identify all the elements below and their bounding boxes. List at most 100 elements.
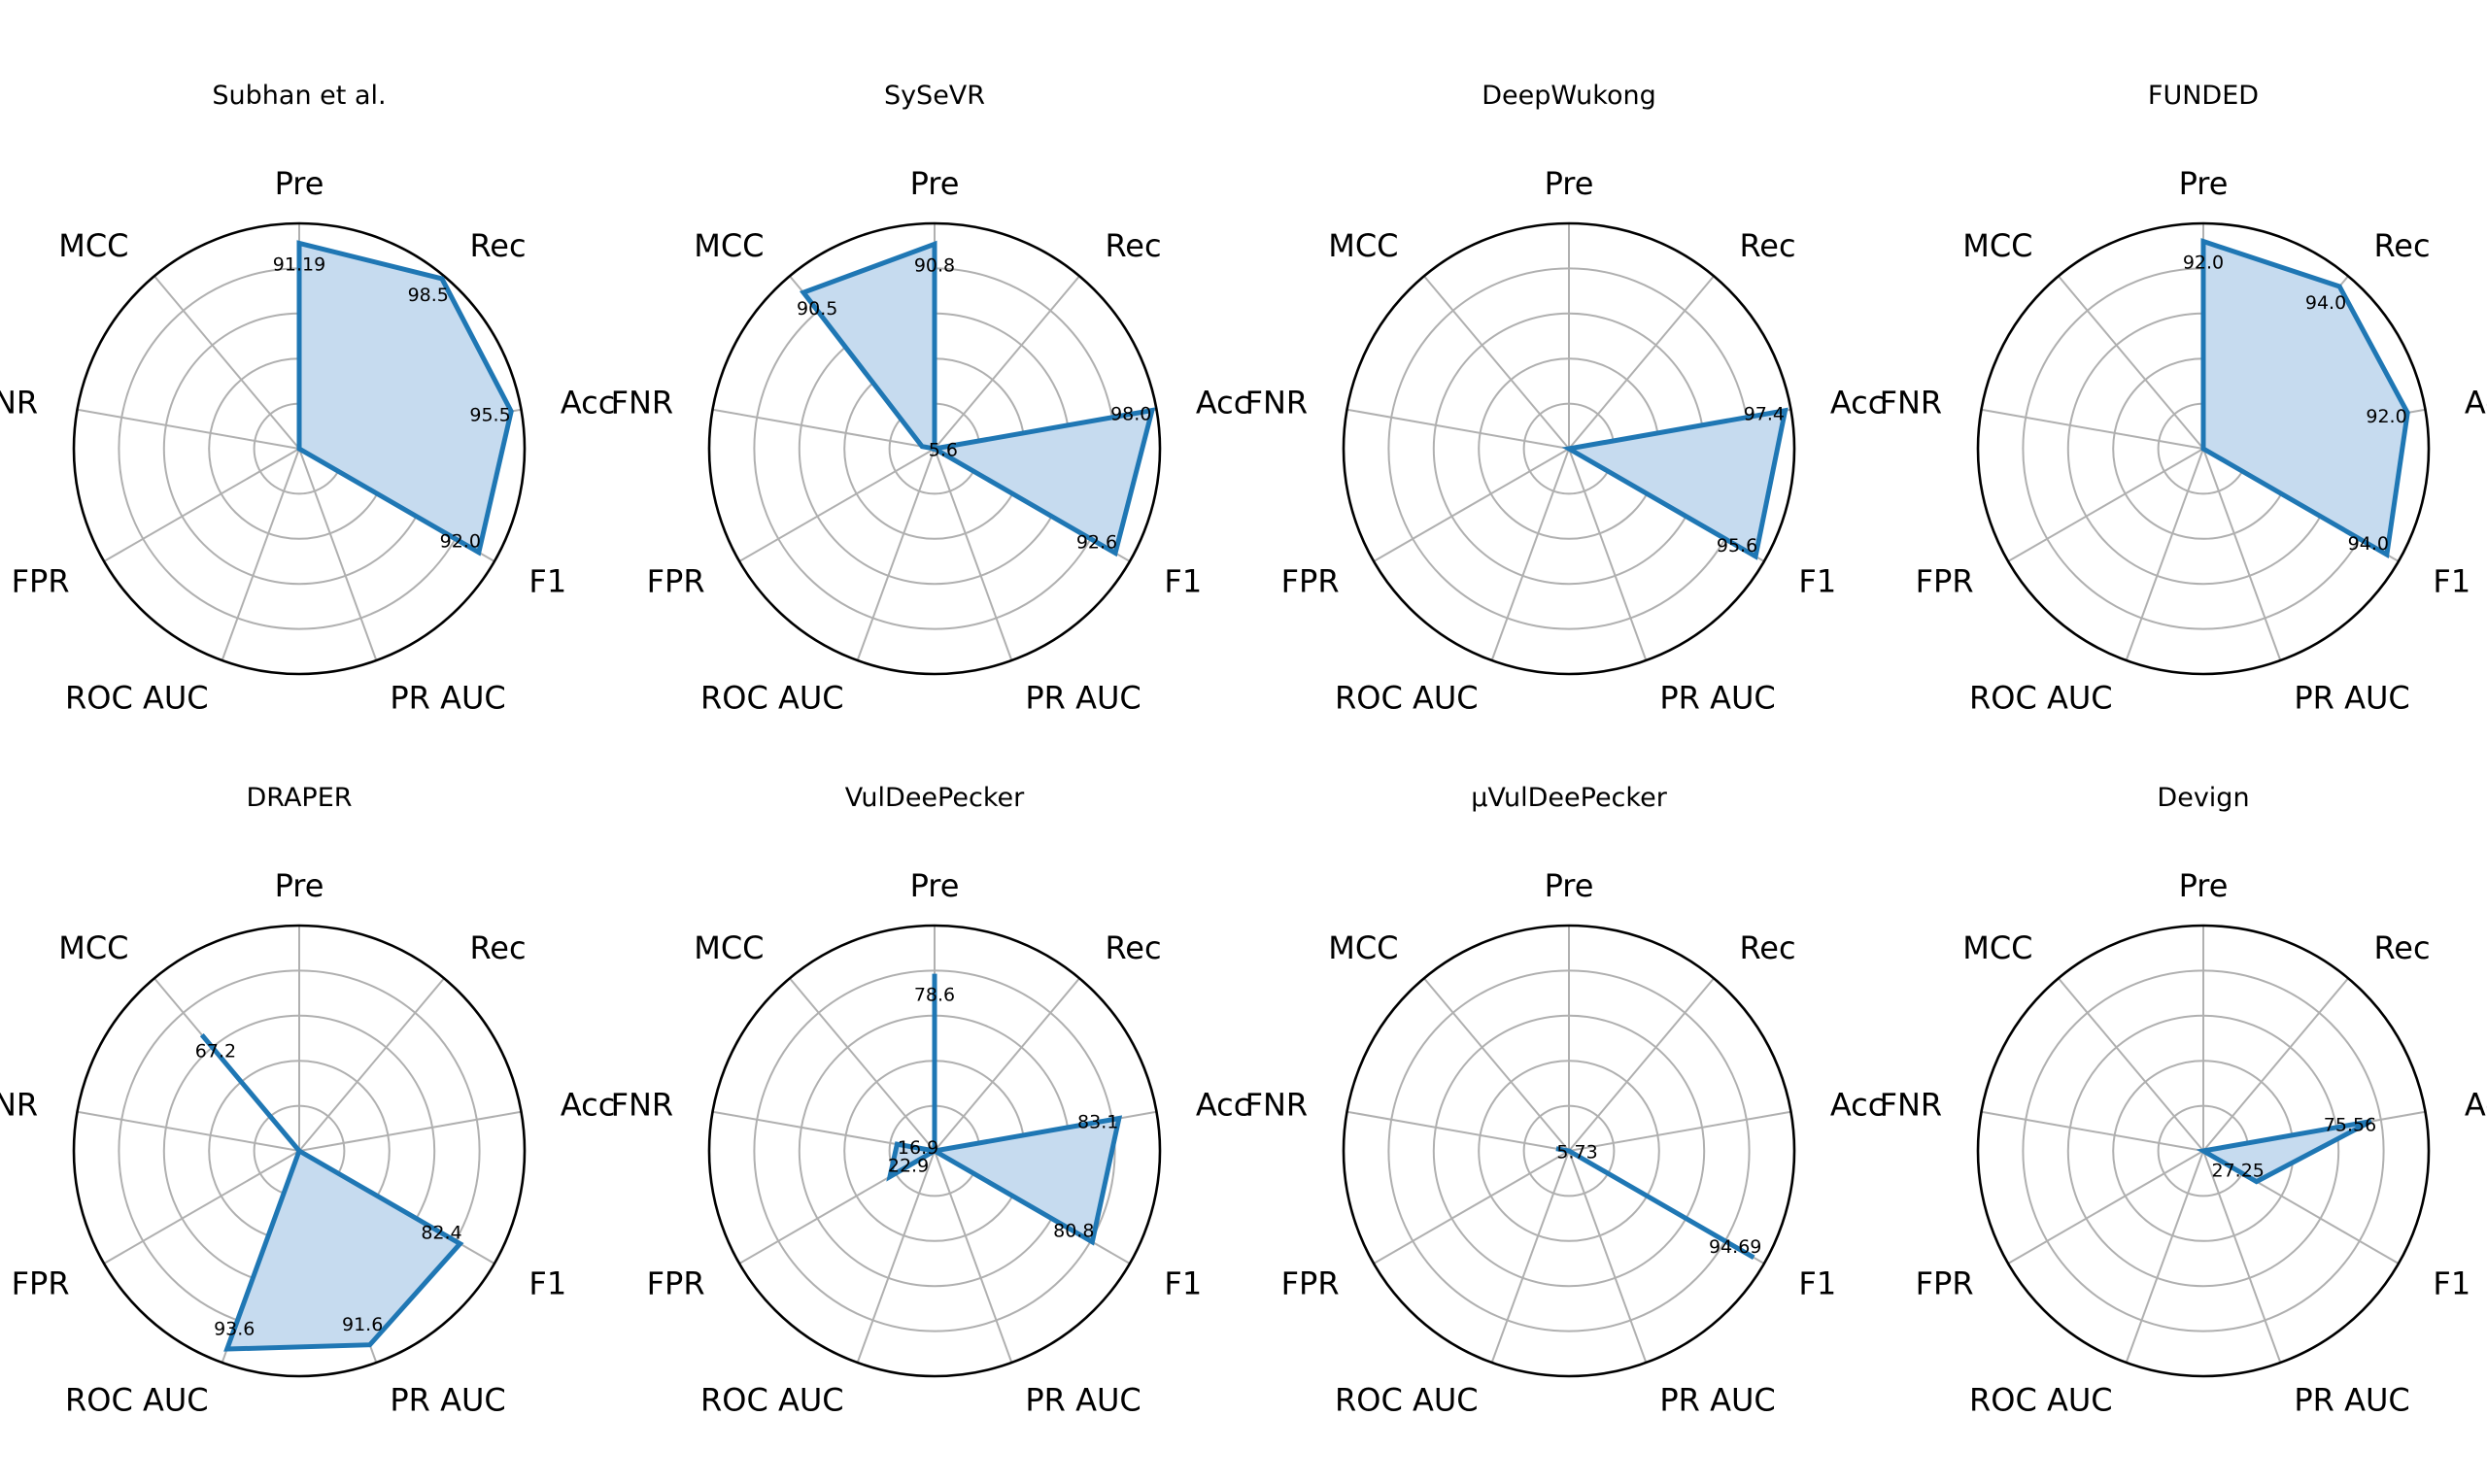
axis-label-acc: Acc xyxy=(1830,385,1886,422)
axis-label-pr-auc: PR AUC xyxy=(1659,1382,1775,1419)
value-label-pr-auc: 91.6 xyxy=(342,1314,383,1335)
axis-label-roc-auc: ROC AUC xyxy=(65,1382,209,1419)
axis-label-roc-auc: ROC AUC xyxy=(1969,1382,2113,1419)
value-label-fnr: 5.73 xyxy=(1556,1142,1597,1164)
spoke-fnr xyxy=(1346,1110,1570,1152)
axis-label-rec: Rec xyxy=(469,929,526,966)
spoke-fpr xyxy=(1373,1150,1570,1265)
axis-label-pre: Pre xyxy=(275,165,324,202)
axis-label-mcc: MCC xyxy=(58,227,128,264)
spoke-fnr xyxy=(1981,408,2204,450)
panel-title: SySeVR xyxy=(884,81,985,111)
axis-label-pre: Pre xyxy=(2179,867,2229,904)
axis-label-acc: Acc xyxy=(561,385,616,422)
axis-label-pr-auc: PR AUC xyxy=(2294,680,2409,717)
polar-frame xyxy=(707,924,1162,1378)
axis-label-f1: F1 xyxy=(1164,1265,1202,1302)
axis-label-fpr: FPR xyxy=(1281,563,1340,600)
spoke-rec xyxy=(2202,977,2349,1152)
spoke-pr-auc xyxy=(298,448,378,661)
axis-label-pr-auc: PR AUC xyxy=(2294,1382,2409,1419)
axis-label-f1: F1 xyxy=(1798,1265,1836,1302)
spoke-fpr xyxy=(103,448,300,562)
axis-label-pr-auc: PR AUC xyxy=(1025,1382,1141,1419)
axis-label-fnr: FNR xyxy=(611,385,674,422)
spoke-acc xyxy=(298,1110,522,1152)
axis-label-fnr: FNR xyxy=(1880,1087,1943,1124)
spoke-mcc xyxy=(2058,275,2204,450)
spoke-fnr xyxy=(1981,1110,2204,1152)
axis-label-roc-auc: ROC AUC xyxy=(700,1382,844,1419)
spoke-fpr xyxy=(103,1150,300,1265)
spoke-acc xyxy=(1568,1110,1791,1152)
panel-title: VulDeePecker xyxy=(845,783,1025,813)
axis-label-acc: Acc xyxy=(2465,385,2487,422)
radar-panel-vuldeepecker: μVulDeePecker Pre Rec Acc F1 PR AUC ROC AUC FPR… xyxy=(1245,783,1886,1419)
axis-label-f1: F1 xyxy=(1164,563,1202,600)
radar-panel-funded: FUNDED Pre Rec Acc F1 PR AUC ROC AUC FPR FNR MCC 9… xyxy=(1880,81,2487,717)
axis-label-pr-auc: PR AUC xyxy=(1025,680,1141,717)
spoke-roc-auc xyxy=(1490,1150,1570,1364)
axis-label-fpr: FPR xyxy=(1916,563,1974,600)
series-line xyxy=(1555,1146,1755,1261)
spoke-rec xyxy=(1568,977,1715,1152)
axis-label-acc: Acc xyxy=(1830,1087,1886,1124)
axis-label-pre: Pre xyxy=(2179,165,2229,202)
spoke-roc-auc xyxy=(2125,448,2204,661)
polar-frame xyxy=(1976,221,2431,676)
polar-frame xyxy=(707,221,1162,676)
axis-label-pre: Pre xyxy=(910,165,960,202)
axis-label-fpr: FPR xyxy=(12,1265,70,1302)
series-line xyxy=(296,240,514,556)
spoke-pr-auc xyxy=(2202,1150,2282,1364)
spoke-fnr xyxy=(77,1110,300,1152)
spoke-rec xyxy=(934,977,1080,1152)
series-area xyxy=(2203,1121,2371,1182)
value-label-fpr: 22.9 xyxy=(888,1156,929,1177)
axis-label-acc: Acc xyxy=(561,1087,616,1124)
axis-label-rec: Rec xyxy=(2373,227,2430,264)
axis-label-pre: Pre xyxy=(1545,867,1594,904)
value-label-rec: 94.0 xyxy=(2305,292,2346,314)
series-area xyxy=(201,1034,460,1350)
value-label-pre: 91.19 xyxy=(273,253,325,275)
spoke-mcc xyxy=(789,977,936,1152)
axis-label-rec: Rec xyxy=(2373,929,2430,966)
axis-label-fpr: FPR xyxy=(1916,1265,1974,1302)
axis-label-roc-auc: ROC AUC xyxy=(700,680,844,717)
spoke-roc-auc xyxy=(221,448,300,661)
axis-label-rec: Rec xyxy=(1105,929,1161,966)
polar-frame xyxy=(72,924,527,1378)
axis-label-fnr: FNR xyxy=(0,1087,38,1124)
value-label-acc: 92.0 xyxy=(2366,406,2406,427)
spoke-rec xyxy=(934,275,1080,450)
axis-label-f1: F1 xyxy=(1798,563,1836,600)
spoke-roc-auc xyxy=(2125,1150,2204,1364)
spoke-rec xyxy=(1568,275,1715,450)
value-label-acc: 83.1 xyxy=(1077,1111,1118,1132)
value-label-mcc: 67.2 xyxy=(195,1040,236,1062)
axis-label-mcc: MCC xyxy=(1962,227,2032,264)
axis-label-fpr: FPR xyxy=(647,563,705,600)
radar-panel-subhan-et-al: Subhan et al. Pre Rec Acc F1 PR AUC ROC AUC FPR… xyxy=(0,81,615,717)
axis-label-pre: Pre xyxy=(275,867,324,904)
spoke-rec xyxy=(298,977,445,1152)
spoke-roc-auc xyxy=(1490,448,1570,661)
value-label-pre: 90.8 xyxy=(914,254,955,276)
axis-label-fpr: FPR xyxy=(1281,1265,1340,1302)
radar-panel-devign: Devign Pre Rec Acc F1 PR AUC ROC AUC FPR FNR MCC 7… xyxy=(1880,783,2487,1419)
axis-label-acc: Acc xyxy=(2465,1087,2487,1124)
axis-label-mcc: MCC xyxy=(694,227,764,264)
radar-panel-sysevr: SySeVR Pre Rec Acc F1 PR AUC ROC AUC FPR FNR MCC 9… xyxy=(611,81,1251,717)
series-area xyxy=(889,973,1119,1242)
radar-panel-draper: DRAPER Pre Rec Acc F1 PR AUC ROC AUC FPR FNR MCC 8… xyxy=(0,783,615,1419)
polar-frame xyxy=(1342,221,1796,676)
axis-label-fnr: FNR xyxy=(1245,1087,1309,1124)
value-label-acc: 98.0 xyxy=(1110,403,1151,424)
panel-title: μVulDeePecker xyxy=(1471,783,1668,813)
spoke-pr-auc xyxy=(934,448,1013,661)
axis-label-f1: F1 xyxy=(528,1265,566,1302)
axis-label-rec: Rec xyxy=(469,227,526,264)
value-label-f1: 95.6 xyxy=(1717,535,1757,556)
spoke-roc-auc xyxy=(856,448,936,661)
